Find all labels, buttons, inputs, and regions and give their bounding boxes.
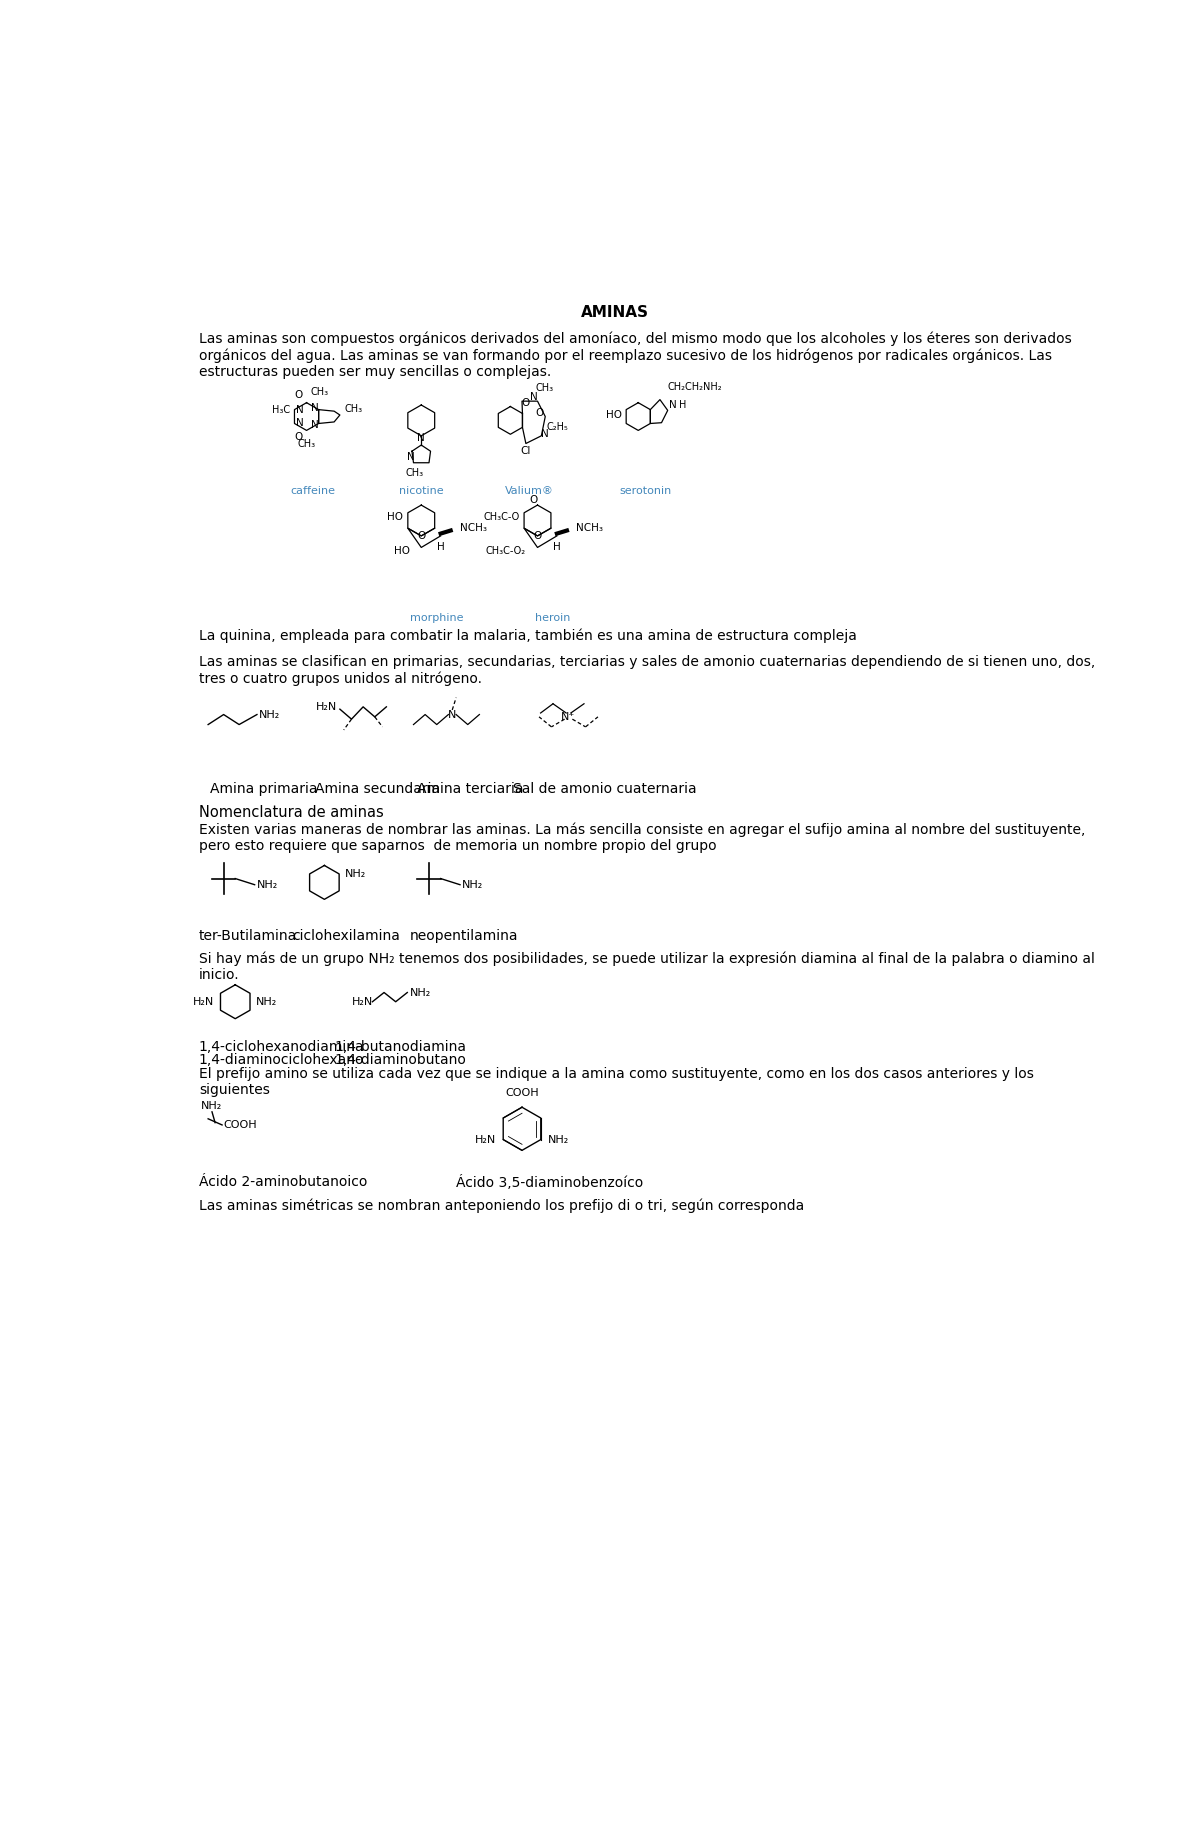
Text: nicotine: nicotine bbox=[398, 486, 444, 495]
Text: Cl: Cl bbox=[521, 446, 532, 457]
Text: H: H bbox=[437, 543, 444, 552]
Text: NH₂: NH₂ bbox=[202, 1101, 223, 1110]
Text: N: N bbox=[418, 433, 425, 442]
Text: caffeine: caffeine bbox=[290, 486, 335, 495]
Text: N: N bbox=[448, 710, 456, 719]
Text: COOH: COOH bbox=[505, 1088, 539, 1097]
Text: La quinina, empleada para combatir la malaria, también es una amina de estructur: La quinina, empleada para combatir la ma… bbox=[199, 628, 857, 642]
Text: NH₂: NH₂ bbox=[462, 879, 484, 890]
Text: HO: HO bbox=[606, 409, 622, 420]
Text: NH₂: NH₂ bbox=[256, 996, 277, 1007]
Text: HO: HO bbox=[388, 512, 403, 521]
Text: NH₂: NH₂ bbox=[409, 987, 431, 998]
Text: O: O bbox=[533, 530, 541, 541]
Text: 1,4-diaminociclohexano: 1,4-diaminociclohexano bbox=[199, 1053, 365, 1068]
Text: Amina primaria: Amina primaria bbox=[210, 782, 318, 796]
Text: NCH₃: NCH₃ bbox=[576, 523, 604, 534]
Text: HO: HO bbox=[394, 547, 409, 556]
Text: H₂N: H₂N bbox=[352, 996, 373, 1007]
Text: CH₃: CH₃ bbox=[344, 404, 362, 415]
Text: Valium®: Valium® bbox=[505, 486, 554, 495]
Text: N⁺: N⁺ bbox=[562, 712, 576, 721]
Text: morphine: morphine bbox=[410, 613, 463, 622]
Text: N: N bbox=[311, 420, 319, 429]
Text: 1,4-diaminobutano: 1,4-diaminobutano bbox=[335, 1053, 467, 1068]
Text: COOH: COOH bbox=[223, 1119, 257, 1130]
Text: N: N bbox=[670, 400, 677, 409]
Text: Las aminas simétricas se nombran anteponiendo los prefijo di o tri, según corres: Las aminas simétricas se nombran antepon… bbox=[199, 1198, 804, 1213]
Text: 1,4-ciclohexanodiamina: 1,4-ciclohexanodiamina bbox=[199, 1040, 365, 1055]
Text: CH₃C-O: CH₃C-O bbox=[484, 512, 520, 521]
Text: Ácido 3,5-diaminobenzoíco: Ácido 3,5-diaminobenzoíco bbox=[456, 1174, 643, 1191]
Text: H₂N: H₂N bbox=[193, 996, 215, 1007]
Text: El prefijo amino se utiliza cada vez que se indique a la amina como sustituyente: El prefijo amino se utiliza cada vez que… bbox=[199, 1068, 1033, 1097]
Text: H₂N: H₂N bbox=[475, 1134, 497, 1145]
Text: NH₂: NH₂ bbox=[257, 879, 278, 890]
Text: serotonin: serotonin bbox=[620, 486, 672, 495]
Text: neopentilamina: neopentilamina bbox=[409, 929, 518, 943]
Text: CH₃: CH₃ bbox=[298, 439, 316, 450]
Text: N: N bbox=[295, 406, 304, 415]
Text: N: N bbox=[407, 453, 414, 462]
Text: H: H bbox=[553, 543, 560, 552]
Text: Las aminas son compuestos orgánicos derivados del amoníaco, del mismo modo que l: Las aminas son compuestos orgánicos deri… bbox=[199, 332, 1072, 380]
Text: Nomenclatura de aminas: Nomenclatura de aminas bbox=[199, 806, 384, 820]
Text: Existen varias maneras de nombrar las aminas. La más sencilla consiste en agrega: Existen varias maneras de nombrar las am… bbox=[199, 822, 1085, 853]
Text: 1,4-butanodiamina: 1,4-butanodiamina bbox=[335, 1040, 467, 1055]
Text: O: O bbox=[535, 407, 544, 418]
Text: CH₃: CH₃ bbox=[311, 387, 329, 396]
Text: Si hay más de un grupo NH₂ tenemos dos posibilidades, se puede utilizar la expre: Si hay más de un grupo NH₂ tenemos dos p… bbox=[199, 952, 1094, 982]
Text: N: N bbox=[311, 404, 319, 413]
Text: NH₂: NH₂ bbox=[547, 1134, 569, 1145]
Text: C₂H₅: C₂H₅ bbox=[547, 422, 569, 431]
Text: AMINAS: AMINAS bbox=[581, 305, 649, 319]
Text: O: O bbox=[294, 391, 302, 400]
Text: H₃C: H₃C bbox=[272, 406, 290, 415]
Text: H: H bbox=[678, 400, 686, 409]
Text: CH₃: CH₃ bbox=[406, 468, 424, 477]
Text: O: O bbox=[418, 530, 425, 541]
Text: ciclohexilamina: ciclohexilamina bbox=[292, 929, 400, 943]
Text: Ácido 2-aminobutanoico: Ácido 2-aminobutanoico bbox=[199, 1174, 367, 1189]
Text: O: O bbox=[529, 495, 538, 505]
Text: N: N bbox=[295, 418, 304, 429]
Text: N: N bbox=[541, 429, 550, 439]
Text: Sal de amonio cuaternaria: Sal de amonio cuaternaria bbox=[512, 782, 696, 796]
Text: NH₂: NH₂ bbox=[258, 710, 280, 719]
Text: Amina terciaria: Amina terciaria bbox=[418, 782, 524, 796]
Text: ter-Butilamina: ter-Butilamina bbox=[199, 929, 298, 943]
Text: CH₃: CH₃ bbox=[536, 384, 554, 393]
Text: O: O bbox=[522, 398, 530, 409]
Text: N: N bbox=[529, 393, 538, 402]
Text: NH₂: NH₂ bbox=[346, 870, 366, 879]
Text: Amina secundaria: Amina secundaria bbox=[316, 782, 440, 796]
Text: O: O bbox=[294, 431, 302, 442]
Text: heroin: heroin bbox=[535, 613, 571, 622]
Text: H₂N: H₂N bbox=[317, 701, 337, 712]
Text: CH₂CH₂NH₂: CH₂CH₂NH₂ bbox=[667, 382, 722, 393]
Text: CH₃C-O₂: CH₃C-O₂ bbox=[486, 547, 526, 556]
Text: NCH₃: NCH₃ bbox=[460, 523, 487, 534]
Text: Las aminas se clasifican en primarias, secundarias, terciarias y sales de amonio: Las aminas se clasifican en primarias, s… bbox=[199, 655, 1096, 686]
